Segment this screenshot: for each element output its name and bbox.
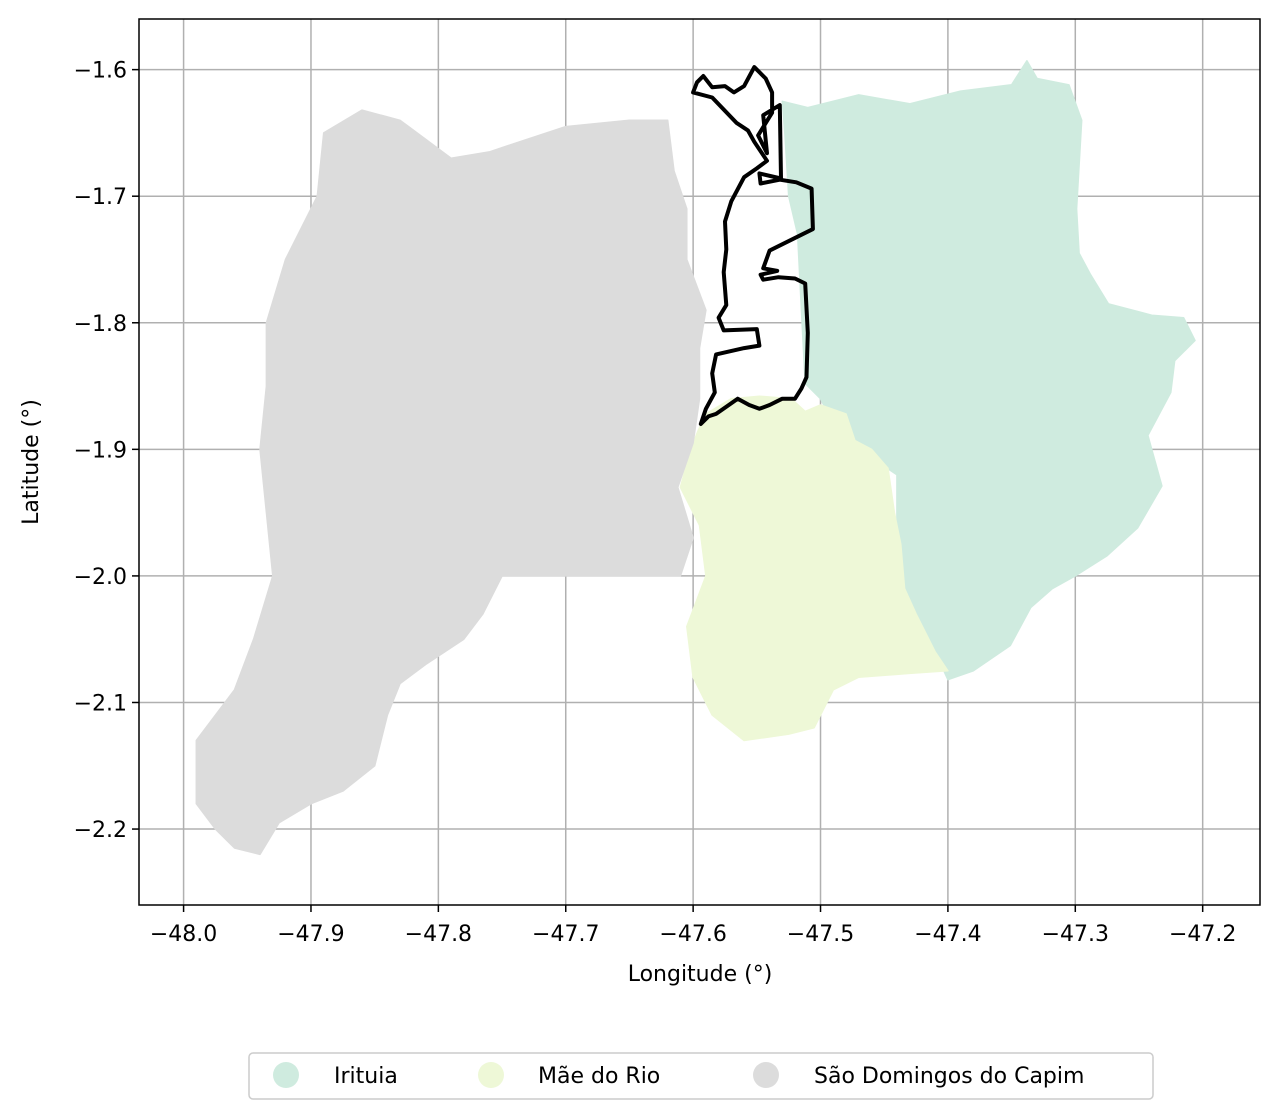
y-tick-label: −1.6 [74, 59, 127, 84]
region-mae-do-rio [679, 395, 949, 742]
legend-label-irituia: Irituia [334, 1064, 398, 1089]
legend-label-sao-domingos-do-capim: São Domingos do Capim [814, 1064, 1084, 1089]
x-axis-label: Longitude (°) [628, 962, 773, 987]
region-layer [195, 60, 1196, 856]
x-tick-label: −47.4 [914, 922, 981, 947]
x-tick-label: −47.5 [787, 922, 854, 947]
legend-label-mae-do-rio: Mãe do Rio [538, 1064, 660, 1089]
x-tick-label: −47.3 [1042, 922, 1109, 947]
legend-swatch-sao-domingos-do-capim [753, 1062, 779, 1088]
legend-frame [248, 1052, 1154, 1100]
x-tick-label: −47.6 [659, 922, 726, 947]
plot-frame [138, 18, 1261, 906]
x-tick-label: −47.8 [405, 922, 472, 947]
y-axis-label: Latitude (°) [19, 399, 44, 525]
legend: Irituia Mãe do Rio São Domingos do Capim [248, 1052, 1154, 1100]
tick-layer: −48.0 −47.9 −47.8 −47.7 −47.6 −47.5 −47.4 −47.3… [74, 59, 1237, 947]
y-tick-label: −1.7 [74, 185, 127, 210]
y-tick-label: −2.2 [74, 818, 127, 843]
x-tick-label: −47.2 [1169, 922, 1236, 947]
x-tick-label: −47.9 [277, 922, 344, 947]
y-tick-label: −2.0 [74, 565, 127, 590]
y-tick-label: −1.9 [74, 438, 127, 463]
legend-swatch-irituia [273, 1062, 299, 1088]
y-tick-label: −1.8 [74, 312, 127, 337]
highlighted-boundary [691, 65, 815, 426]
y-tick-label: −2.1 [74, 691, 127, 716]
x-tick-label: −48.0 [150, 922, 217, 947]
x-tick-label: −47.7 [532, 922, 599, 947]
outline-layer [691, 65, 815, 426]
legend-swatch-mae-do-rio [478, 1062, 504, 1088]
region-sao-domingos-do-capim [195, 109, 707, 856]
